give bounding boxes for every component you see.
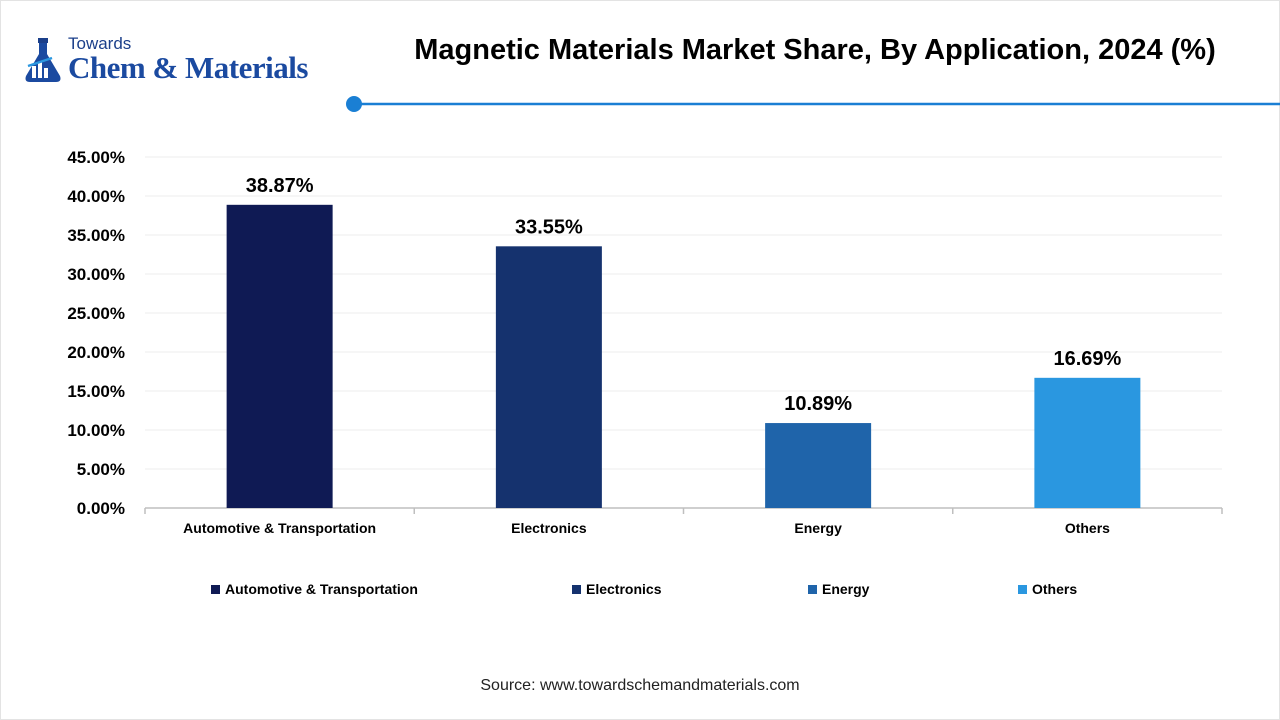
legend-swatch <box>1018 584 1027 594</box>
data-label: 16.69% <box>1053 348 1121 370</box>
data-label: 33.55% <box>515 216 583 238</box>
legend-swatch <box>808 584 817 594</box>
flask-logo-icon <box>25 38 61 82</box>
x-tick-label: Others <box>1065 520 1110 536</box>
y-tick-label: 30.00% <box>67 265 125 284</box>
legend-label: Energy <box>822 581 870 597</box>
y-tick-label: 25.00% <box>67 304 125 323</box>
brand-main-text: Chem & Materials <box>68 50 308 85</box>
legend-label: Electronics <box>586 581 662 597</box>
data-label: 10.89% <box>784 393 852 415</box>
y-tick-label: 20.00% <box>67 343 125 362</box>
x-tick-label: Electronics <box>511 520 587 536</box>
chart-legend: Automotive & Transportation Electronics En… <box>0 581 1280 601</box>
y-tick-label: 0.00% <box>77 499 125 518</box>
bar <box>495 246 602 508</box>
y-tick-label: 35.00% <box>67 226 125 245</box>
legend-item: Others <box>1018 581 1077 597</box>
chart-title: Magnetic Materials Market Share, By Appl… <box>414 34 1216 66</box>
legend-swatch <box>211 584 220 594</box>
brand-top-text: Towards <box>68 34 132 53</box>
bar <box>226 204 333 508</box>
x-tick-label: Automotive & Transportation <box>183 520 376 536</box>
legend-item: Energy <box>808 581 869 597</box>
x-tick-label: Energy <box>794 520 842 536</box>
bar <box>765 423 872 508</box>
legend-swatch <box>572 584 581 594</box>
legend-label: Others <box>1032 581 1078 597</box>
legend-label: Automotive & Transportation <box>225 581 418 597</box>
y-tick-label: 15.00% <box>67 382 125 401</box>
source-note: Source: www.towardschemandmaterials.com <box>480 677 800 694</box>
brand-logo: Towards Chem & Materials <box>22 34 342 94</box>
y-tick-label: 45.00% <box>67 148 125 167</box>
y-tick-label: 5.00% <box>77 460 125 479</box>
y-tick-label: 10.00% <box>67 421 125 440</box>
y-tick-label: 40.00% <box>67 187 125 206</box>
legend-item: Automotive & Transportation <box>211 581 418 597</box>
bar <box>1034 377 1141 508</box>
title-underline <box>346 96 1280 112</box>
legend-item: Electronics <box>572 581 661 597</box>
data-label: 38.87% <box>246 175 314 197</box>
